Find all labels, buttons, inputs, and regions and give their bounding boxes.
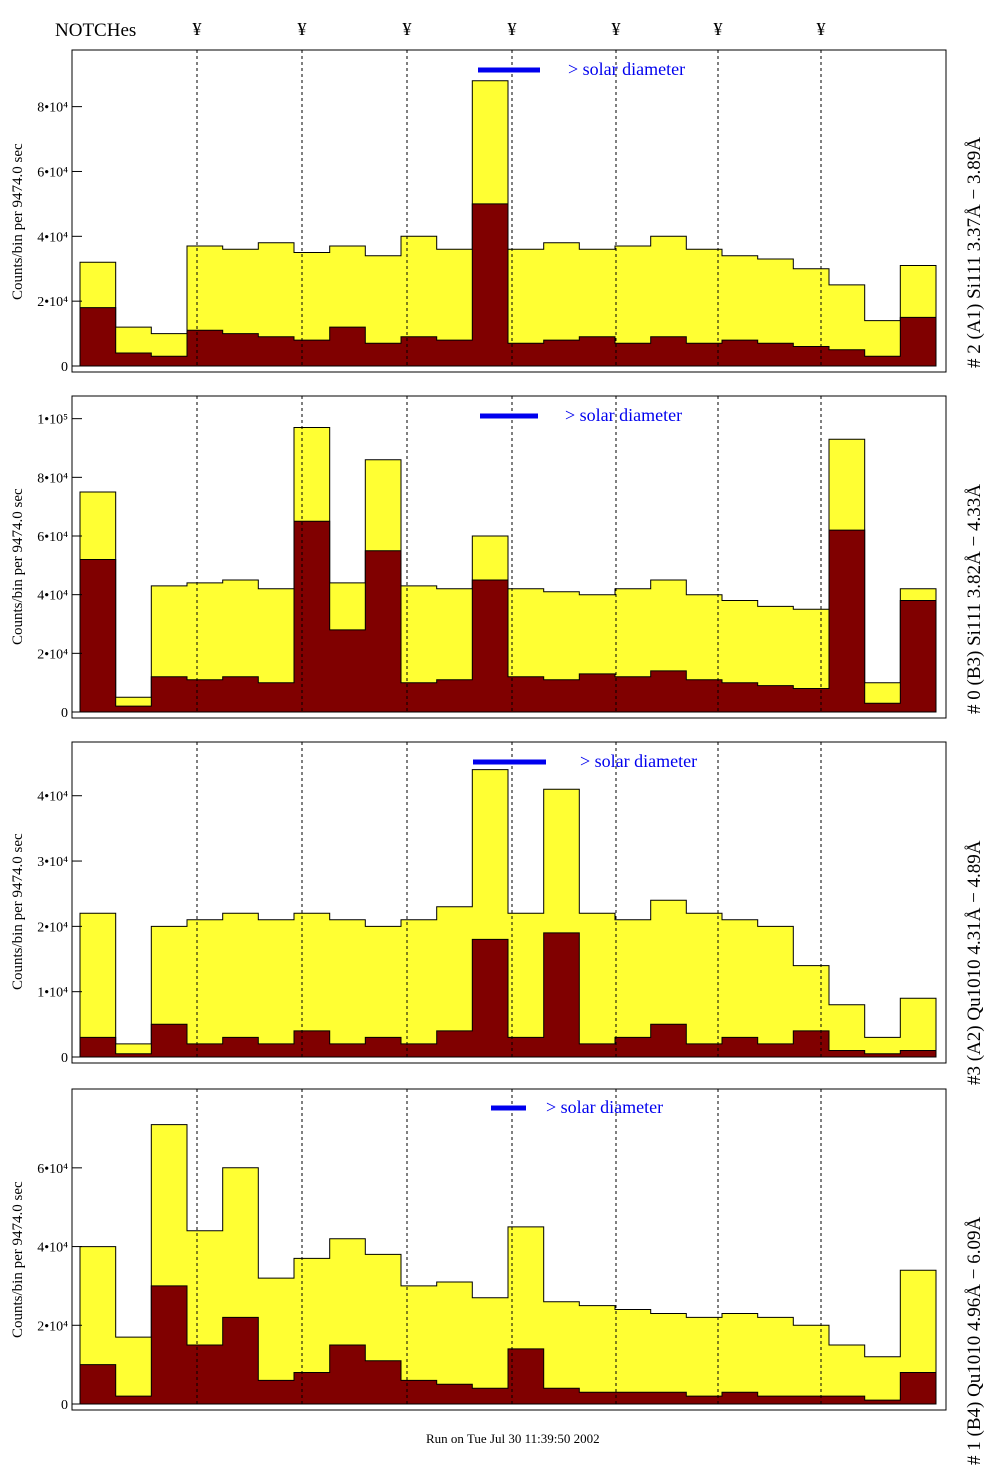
y-tick-label: 2•10⁴ (37, 295, 68, 310)
series-solar-area (79, 1285, 937, 1405)
y-tick-label: 8•10⁴ (37, 471, 68, 486)
y-tick-label: 2•10⁴ (37, 647, 68, 662)
y-tick-label: 2•10⁴ (37, 1319, 68, 1334)
y-axis-label: Counts/bin per 9474.0 sec (10, 143, 26, 300)
notch-marker: ¥ (297, 19, 307, 39)
chart-panel: 0 2•10⁴ 4•10⁴ 6•10⁴ > solar diameter (37, 1088, 947, 1413)
y-tick-label: 4•10⁴ (37, 230, 68, 245)
panel-label: # 0 (B3) Si111 3.82Å − 4.33Å (964, 484, 985, 714)
series-total-area (79, 769, 937, 1058)
y-tick-label: 8•10⁴ (37, 101, 68, 116)
y-tick-label: 1•10⁴ (37, 986, 68, 1001)
notches-label: NOTCHes (55, 20, 137, 41)
chart-panel: 0 2•10⁴ 4•10⁴ 6•10⁴ 8•10⁴ > solar diameter (37, 49, 947, 375)
chart-panel: 0 1•10⁴ 2•10⁴ 3•10⁴ 4•10⁴ > solar diameter (37, 741, 947, 1066)
y-tick-label: 4•10⁴ (37, 790, 68, 805)
notch-marker: ¥ (507, 19, 517, 39)
legend-text: > solar diameter (546, 1097, 663, 1117)
y-tick-label: 6•10⁴ (37, 1162, 68, 1177)
notch-marker: ¥ (192, 19, 202, 39)
y-axis-label: Counts/bin per 9474.0 sec (10, 833, 26, 990)
y-tick-label: 1•10⁵ (37, 413, 68, 428)
notch-marker: ¥ (713, 19, 723, 39)
panel-label: # 2 (A1) Si111 3.37Å − 3.89Å (964, 137, 985, 368)
series-solar-area (79, 932, 937, 1058)
legend-text: > solar diameter (568, 59, 685, 79)
y-axis-label: Counts/bin per 9474.0 sec (10, 488, 26, 645)
legend-text: > solar diameter (580, 751, 697, 771)
y-tick-label: 4•10⁴ (37, 1241, 68, 1256)
y-tick-label: 2•10⁴ (37, 920, 68, 935)
panel-label: # 1 (B4) Qu1010 4.96Å − 6.09Å (964, 1216, 985, 1465)
legend-text: > solar diameter (565, 405, 682, 425)
y-tick-label: 0 (61, 1398, 68, 1413)
notch-marker: ¥ (402, 19, 412, 39)
series-solar-area (79, 520, 937, 713)
y-tick-label: 0 (61, 360, 68, 375)
notch-marker: ¥ (611, 19, 621, 39)
notch-marker: ¥ (816, 19, 826, 39)
run-info: Run on Tue Jul 30 11:39:50 2002 (426, 1431, 600, 1446)
y-tick-label: 0 (61, 706, 68, 721)
y-axis-label: Counts/bin per 9474.0 sec (10, 1181, 26, 1338)
y-tick-label: 0 (61, 1051, 68, 1066)
y-tick-label: 3•10⁴ (37, 855, 68, 870)
y-tick-label: 4•10⁴ (37, 589, 68, 604)
series-total-area (79, 1124, 937, 1405)
panel-label: #3 (A2) Qu1010 4.31Å − 4.89Å (964, 840, 985, 1085)
y-tick-label: 6•10⁴ (37, 165, 68, 180)
chart-panel: 0 2•10⁴ 4•10⁴ 6•10⁴ 8•10⁴ 1•10⁵ > solar diamet… (37, 395, 947, 721)
y-tick-label: 6•10⁴ (37, 530, 68, 545)
series-solar-area (79, 203, 937, 367)
